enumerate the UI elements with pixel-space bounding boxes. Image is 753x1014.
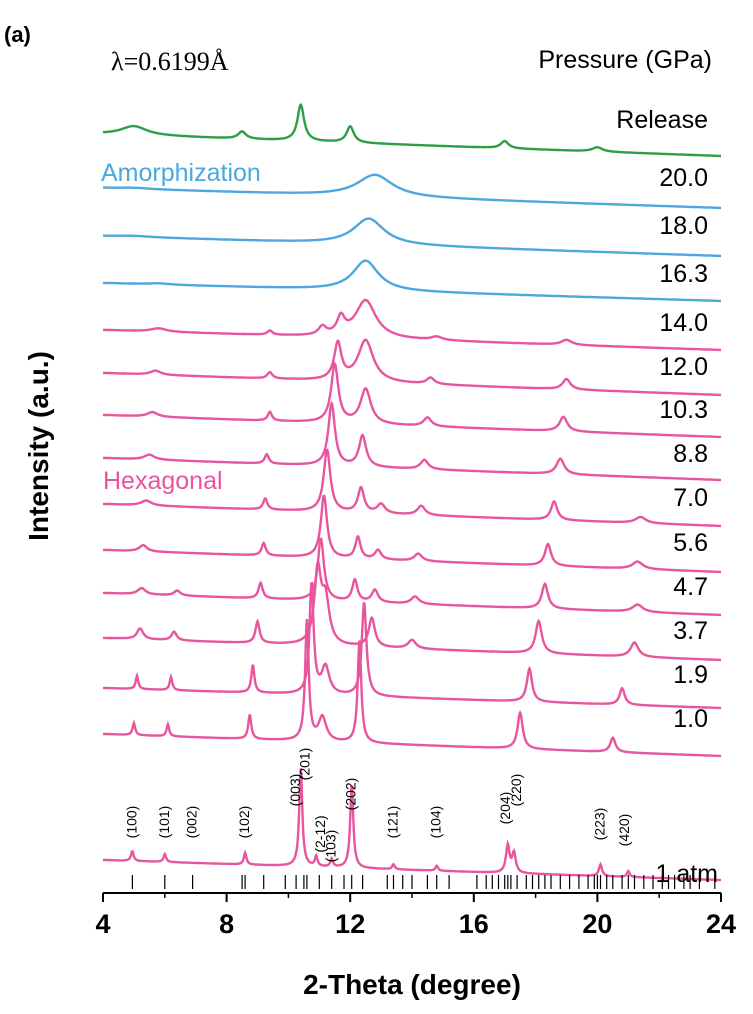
series-line-16.3 [102, 259, 721, 303]
x-axis: 4 8 12 16 20 24 [95, 892, 736, 939]
pressure-label: 20.0 [659, 164, 708, 192]
series-line-20.0 [103, 173, 721, 210]
pressure-label: 4.7 [673, 573, 708, 601]
pressure-label: 1.9 [673, 661, 708, 689]
hkl-label: (104) [428, 806, 444, 839]
series-line-14.0 [103, 298, 721, 352]
panel-label: (a) [4, 22, 31, 47]
pressure-label: 7.0 [673, 484, 708, 512]
hkl-label: (100) [123, 806, 139, 839]
pressure-label: 8.8 [673, 440, 708, 468]
series-line-8.8 [103, 400, 721, 482]
x-tick-label: 16 [459, 909, 489, 939]
x-tick-label: 24 [706, 909, 736, 939]
hkl-label: (002) [184, 806, 200, 839]
pressure-label: 1.0 [673, 705, 708, 733]
pressure-label: 14.0 [659, 309, 708, 337]
pressure-label: 3.7 [673, 617, 708, 645]
legend-title: Pressure (GPa) [538, 46, 712, 74]
phase-label-hexagonal: Hexagonal [103, 467, 223, 495]
hkl-label: (003) [287, 774, 303, 807]
hkl-label: (103) [323, 830, 339, 863]
series-line-7.0 [103, 448, 721, 528]
hkl-label: (102) [236, 806, 252, 839]
hkl-label: (204) [497, 792, 513, 825]
pressure-label: 1 atm [655, 860, 718, 888]
y-axis-title: Intensity (a.u.) [23, 351, 54, 541]
reference-ticks [131, 875, 716, 889]
pressure-label: 12.0 [659, 353, 708, 381]
x-tick-label: 20 [582, 909, 612, 939]
hkl-label: (2-12) [312, 815, 328, 852]
pressure-label: 16.3 [659, 260, 708, 288]
phase-label-amorphization: Amorphization [101, 159, 261, 187]
hkl-label: (420) [616, 814, 632, 847]
series-line-18.0 [103, 217, 721, 258]
hkl-label: (223) [592, 808, 608, 841]
x-tick-label: 4 [95, 909, 110, 939]
series-layer: Release 20.0 18.0 16.3 14.0 12.0 10.3 8.8 7.0 5.6… [102, 102, 722, 888]
wavelength-label: λ=0.6199Å [111, 47, 229, 76]
hkl-label: (101) [156, 806, 172, 839]
pressure-label: 18.0 [659, 212, 708, 240]
series-line-1-atm [103, 768, 721, 882]
hkl-label: (202) [343, 778, 359, 811]
hkl-label-layer: (100) (101) (002) (102) (003)(201) (2-12)(103… [123, 748, 632, 863]
series-line-1.9 [103, 581, 722, 710]
series-line-5.6 [103, 494, 721, 574]
series-line-4.7 [103, 537, 721, 617]
hkl-label: (121) [385, 806, 401, 839]
hkl-label: (220) [508, 774, 524, 807]
series-line-10.3 [103, 361, 722, 439]
hkl-label: (201) [296, 748, 312, 781]
x-tick-label: 12 [335, 909, 365, 939]
pressure-label: 10.3 [659, 396, 708, 424]
x-tick-layer: 4 8 12 16 20 24 [95, 893, 736, 939]
series-line-3.7 [103, 558, 721, 662]
pressure-label: 5.6 [673, 529, 708, 557]
series-line-Release [102, 102, 721, 158]
series-line-1.0 [103, 619, 722, 758]
series-line-12.0 [103, 338, 722, 397]
pressure-label: Release [616, 106, 708, 134]
x-tick-label: 8 [219, 909, 234, 939]
x-axis-title: 2-Theta (degree) [303, 969, 521, 1000]
